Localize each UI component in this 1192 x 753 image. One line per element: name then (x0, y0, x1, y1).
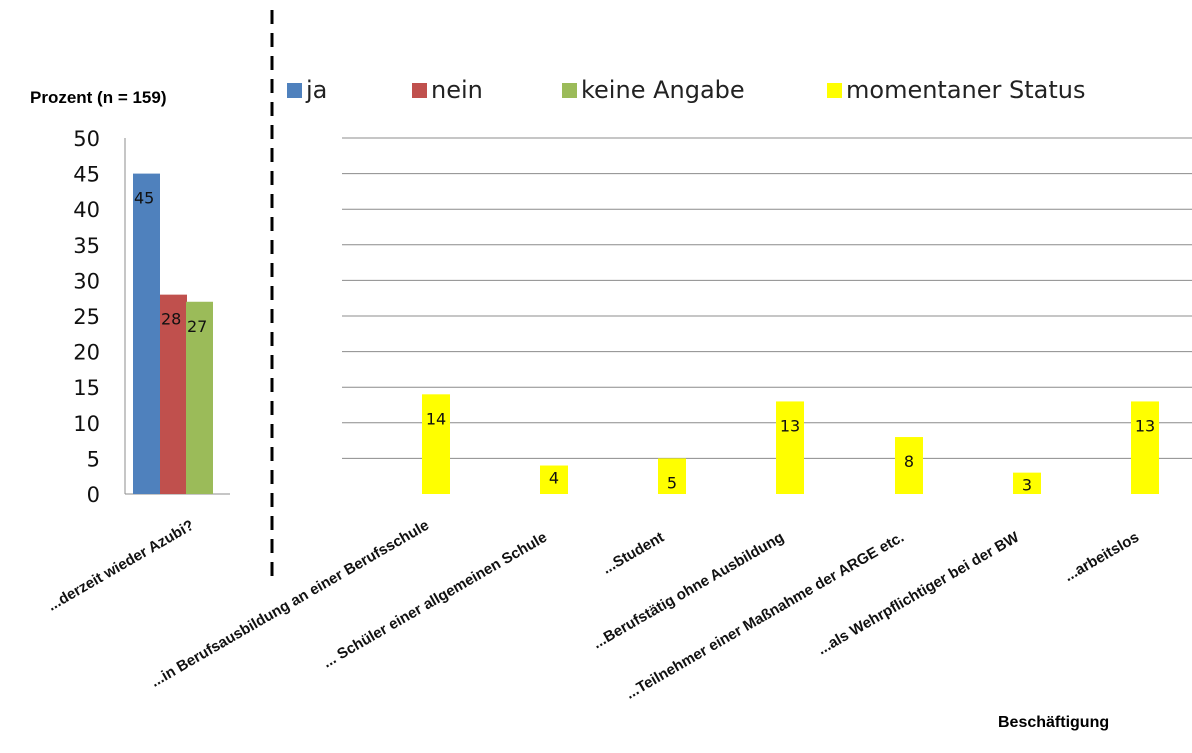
legend-swatch (562, 82, 577, 98)
x-tick-label: ...derzeit wieder Azubi? (45, 517, 197, 615)
x-tick-label: ...in Berufsausbildung an einer Berufssc… (148, 517, 432, 691)
y-tick-label: 15 (73, 376, 100, 400)
y-axis: 0 5 10 15 20 25 30 35 40 45 50 (73, 127, 230, 507)
x-tick-label: ... Schüler einer allgemeinen Schule (320, 529, 550, 672)
data-label: 13 (1135, 416, 1155, 435)
bar-momentaner-status (776, 401, 804, 494)
legend-label: keine Angabe (581, 76, 745, 104)
legend-label: nein (431, 76, 483, 104)
data-label: 4 (549, 469, 559, 488)
x-tick-label: ...arbeitslos (1061, 529, 1142, 585)
x-axis-labels: ...derzeit wieder Azubi?...in Berufsausb… (45, 517, 1142, 703)
legend-label: momentaner Status (846, 76, 1086, 104)
y-tick-label: 45 (73, 163, 100, 187)
bar-momentaner-status (1131, 401, 1159, 494)
legend-swatch (412, 82, 427, 98)
bar-momentaner-status (895, 437, 923, 494)
data-label: 8 (904, 452, 914, 471)
data-label: 13 (780, 416, 800, 435)
y-tick-label: 50 (73, 127, 100, 151)
y-tick-label: 30 (73, 269, 100, 293)
x-tick-label: ...Student (599, 529, 667, 578)
bar-momentaner-status (1013, 472, 1041, 494)
y-axis-title: Prozent (n = 159) (30, 88, 167, 107)
data-label: 45 (134, 189, 154, 208)
bar-nein (160, 294, 187, 494)
x-tick-label: ...als Wehrpflichtiger bei der BW (815, 528, 1023, 658)
legend-item: ja (287, 76, 327, 104)
y-tick-label: 25 (73, 305, 100, 329)
legend-swatch (827, 82, 842, 98)
data-label: 14 (426, 409, 446, 428)
legend-item: momentaner Status (827, 76, 1085, 104)
data-label: 28 (161, 310, 181, 329)
legend: ja nein keine Angabe momentaner Status (0, 76, 1192, 106)
bar-momentaner-status (422, 394, 450, 494)
x-tick-label: ...Berufstätig ohne Ausbildung (590, 529, 787, 653)
y-tick-label: 35 (73, 234, 100, 258)
y-tick-label: 0 (87, 483, 100, 507)
bar-keine-Angabe (186, 301, 213, 494)
legend-label: ja (306, 76, 328, 104)
legend-swatch (287, 82, 302, 98)
y-tick-label: 10 (73, 412, 100, 436)
y-tick-label: 20 (73, 341, 100, 365)
x-axis-title: Beschäftigung (998, 714, 1110, 731)
bar-momentaner-status (540, 465, 568, 494)
gridlines (342, 137, 1192, 459)
data-label: 27 (187, 317, 207, 336)
legend-item: keine Angabe (562, 76, 745, 104)
bar-ja (133, 173, 160, 494)
data-label: 3 (1022, 476, 1032, 495)
data-label: 5 (667, 473, 677, 492)
y-tick-label: 40 (73, 198, 100, 222)
bar-momentaner-status (658, 458, 686, 494)
legend-item: nein (412, 76, 483, 104)
y-tick-label: 5 (87, 447, 100, 471)
